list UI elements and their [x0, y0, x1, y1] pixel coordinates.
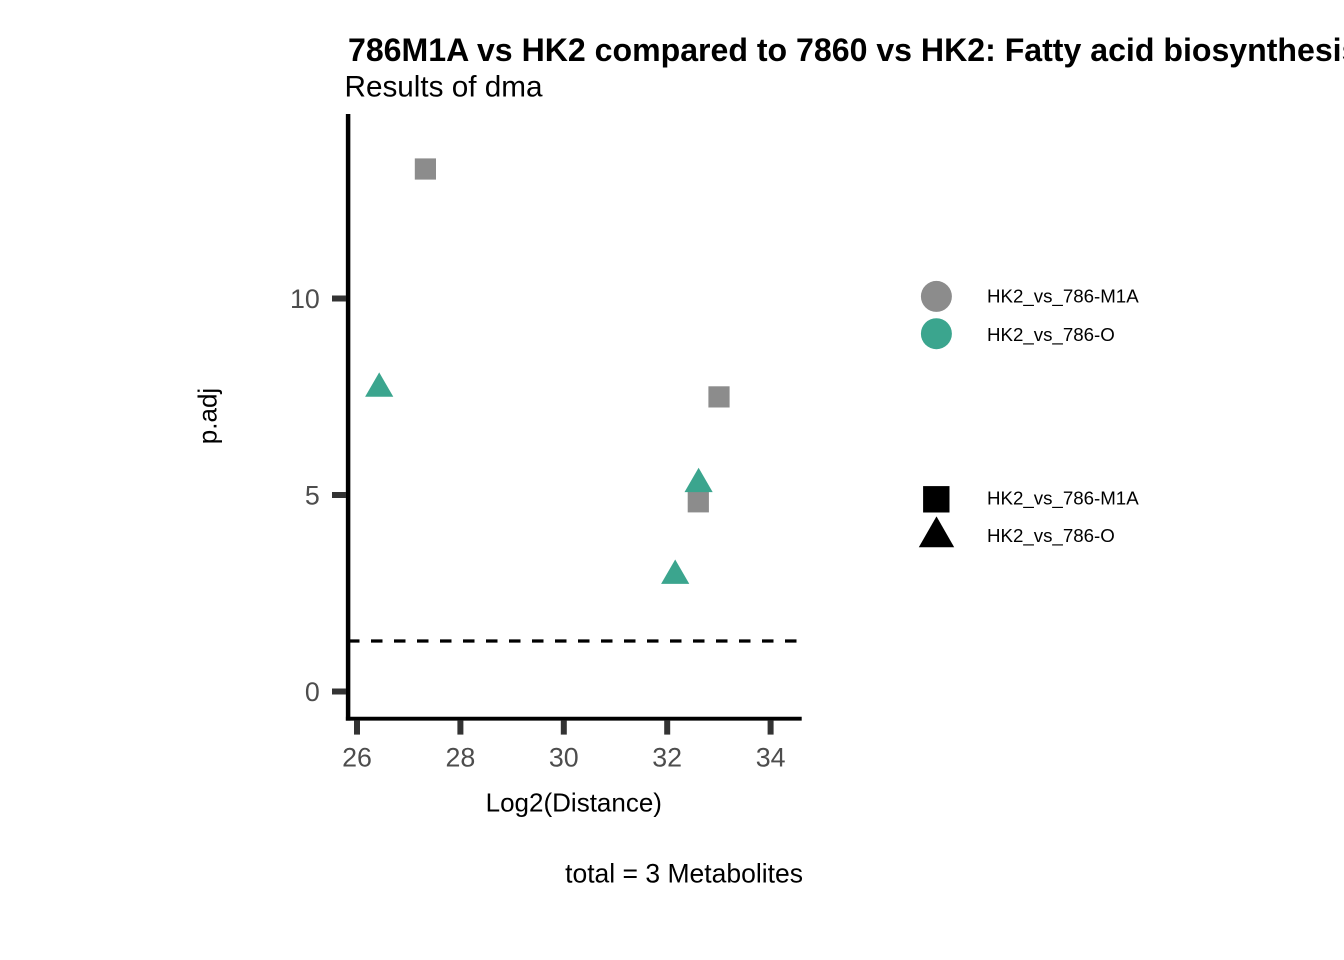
svg-text:HK2_vs_786-O: HK2_vs_786-O	[987, 525, 1115, 547]
svg-text:30: 30	[549, 743, 579, 773]
svg-text:HK2_vs_786-O: HK2_vs_786-O	[987, 324, 1115, 346]
svg-text:28: 28	[445, 743, 475, 773]
svg-text:34: 34	[756, 743, 786, 773]
svg-text:p.adj: p.adj	[193, 388, 223, 444]
svg-text:Log2(Distance): Log2(Distance)	[486, 787, 662, 817]
svg-text:5: 5	[305, 480, 320, 510]
svg-text:786M1A vs HK2 compared to 7860: 786M1A vs HK2 compared to 7860 vs HK2: F…	[348, 32, 1344, 68]
svg-text:HK2_vs_786-M1A: HK2_vs_786-M1A	[987, 487, 1139, 509]
svg-text:Results of dma: Results of dma	[345, 71, 543, 104]
svg-text:32: 32	[652, 743, 682, 773]
svg-text:26: 26	[342, 743, 372, 773]
svg-text:0: 0	[305, 677, 320, 707]
svg-text:HK2_vs_786-M1A: HK2_vs_786-M1A	[987, 285, 1139, 307]
svg-text:total = 3 Metabolites: total = 3 Metabolites	[565, 859, 803, 889]
svg-text:10: 10	[290, 284, 320, 314]
